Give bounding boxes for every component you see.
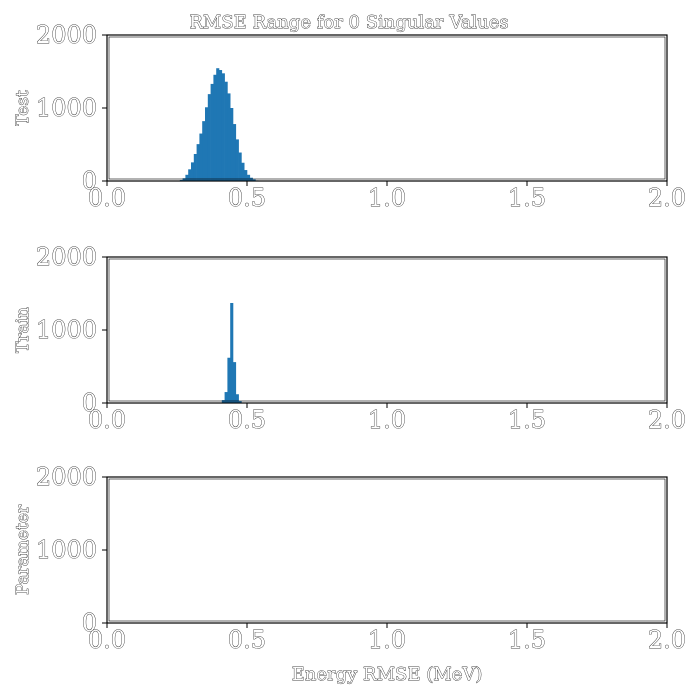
x-tick-label: 1.5 [508,184,546,212]
histogram-bar [213,74,217,181]
y-tick-label: 2000 [36,463,97,491]
histogram-bar [193,153,197,181]
histogram-bar [252,179,256,181]
histogram-bar [247,174,251,181]
x-tick-label: 1.5 [508,406,546,434]
histogram-bar [230,108,234,181]
histogram-bar [196,144,200,181]
histogram-bar [235,394,239,403]
plot-frame-inner [108,478,666,622]
histogram-bar [230,302,234,403]
y-tick-label: 0 [82,609,97,637]
histogram-bar [205,107,209,181]
histogram-bar [233,362,237,403]
histogram-bar [202,121,206,181]
histogram-bar [188,169,192,181]
y-axis-label: Test [13,90,33,126]
chart-title: RMSE Range for 0 Singular Values [189,12,508,33]
histogram-bar [227,93,231,181]
x-tick-label: 0.0 [88,406,126,434]
x-axis-label: Energy RMSE (MeV) [292,664,483,685]
panel-train: 0.0 0.5 1.0 1.5 2.0 0 1000 2000 Train [13,243,687,435]
x-tick-label: 2.0 [648,626,686,654]
histogram-bar [221,400,225,403]
plot-frame [106,34,668,182]
x-tick-label: 1.5 [508,626,546,654]
plot-frame [106,476,668,624]
histogram-bar [233,124,237,181]
x-tick-label: 2.0 [648,406,686,434]
plot-frame-inner [108,36,666,180]
histogram-bar [182,178,186,181]
histogram-bar [227,357,231,403]
plot-frame [106,256,668,404]
histogram-bar [238,152,242,181]
x-tick-label: 1.0 [368,626,406,654]
y-tick-label: 0 [82,389,97,417]
histogram-bar [221,73,225,181]
histogram-bar [219,70,223,181]
x-tick-label: 2.0 [648,184,686,212]
y-tick-label: 2000 [36,21,97,49]
y-axis-label: Parameter [13,504,33,595]
y-tick-label: 1000 [36,316,97,344]
histogram-bar [199,133,203,181]
y-tick-label: 1000 [36,536,97,564]
x-tick-label: 0.0 [88,184,126,212]
x-tick-label: 0.0 [88,626,126,654]
x-tick-label: 0.5 [228,184,266,212]
y-tick-label: 2000 [36,243,97,271]
histogram-bar [249,177,253,181]
x-tick-label: 1.0 [368,406,406,434]
histogram-bar [216,68,220,181]
histogram-bar [210,83,214,181]
x-tick-label: 0.5 [228,626,266,654]
y-tick-label: 0 [82,167,97,195]
histogram-bar [238,401,242,403]
histogram-bar [235,139,239,181]
histogram-bar [224,81,228,181]
histogram-bar [241,162,245,181]
plot-frame-inner [108,258,666,402]
histogram-bar [185,174,189,181]
histogram-bar [224,392,228,403]
histogram-bar [244,170,248,181]
histogram-bar [191,162,195,181]
x-tick-label: 1.0 [368,184,406,212]
y-axis-label: Train [13,307,33,353]
histogram-bar [207,94,211,181]
y-tick-label: 1000 [36,94,97,122]
panel-test: 0.0 0.5 1.0 1.5 2.0 0 1000 2000 Test [13,21,687,213]
x-tick-label: 0.5 [228,406,266,434]
